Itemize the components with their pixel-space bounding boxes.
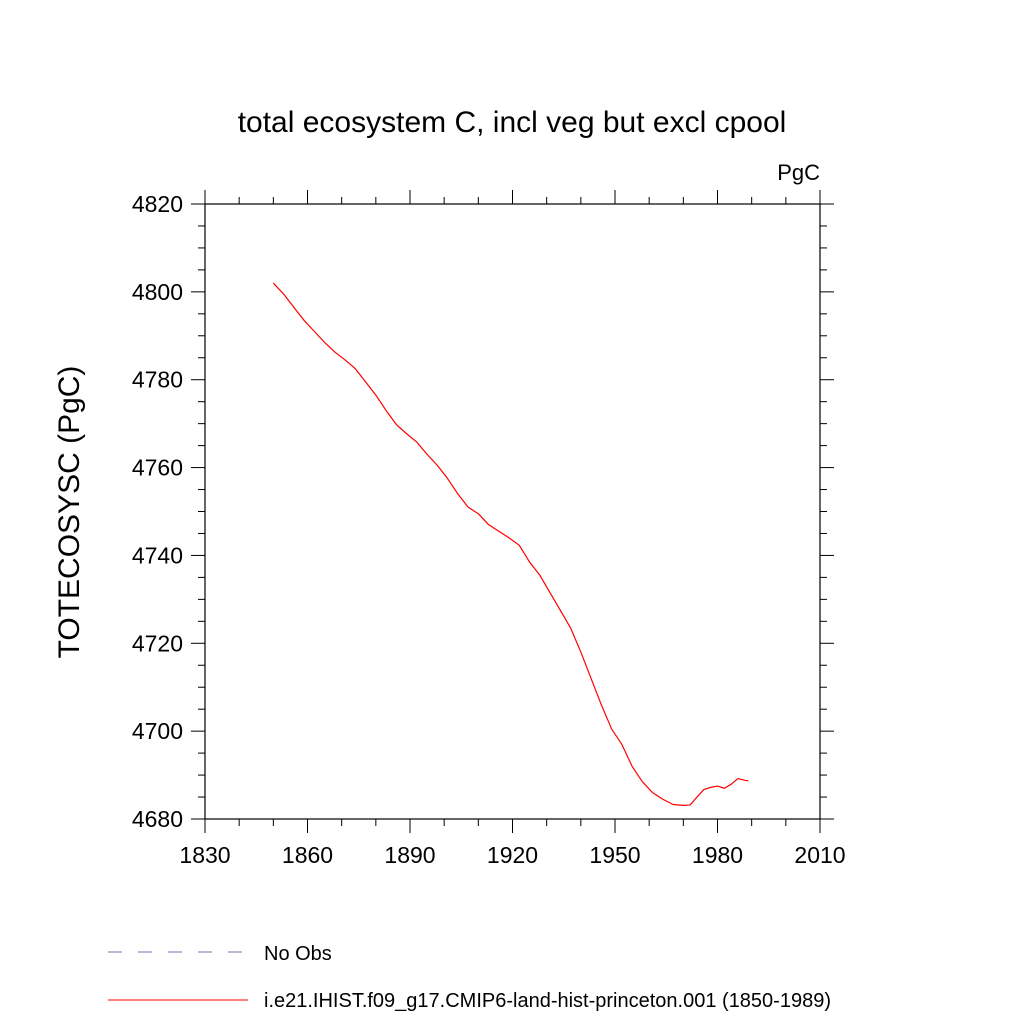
x-tick-label: 1920: [487, 842, 538, 868]
y-tick-label: 4800: [132, 279, 183, 305]
y-tick-label: 4780: [132, 367, 183, 393]
series-layer: [272, 282, 749, 806]
y-axis-label: TOTECOSYSC (PgC): [53, 366, 86, 659]
y-tick-label: 4680: [132, 806, 183, 832]
y-tick-label: 4820: [132, 191, 183, 217]
y-tick-label: 4740: [132, 542, 183, 568]
x-tick-label: 2010: [794, 842, 845, 868]
legend-label-no-obs: No Obs: [264, 943, 332, 965]
legend: No Obs i.e21.IHIST.f09_g17.CMIP6-land-hi…: [108, 943, 831, 1012]
legend-label-simulation: i.e21.IHIST.f09_g17.CMIP6-land-hist-prin…: [264, 990, 831, 1012]
y-tick-label: 4760: [132, 455, 183, 481]
axis-tick-labels: 1830 1860 1890 1920 1950 1980 2010 4680 4700 4720…: [132, 191, 846, 868]
series-line-1: [272, 282, 749, 806]
axis-ticks: [191, 190, 834, 833]
chart-title: total ecosystem C, incl veg but excl cpo…: [238, 106, 787, 139]
y-tick-label: 4700: [132, 718, 183, 744]
x-tick-label: 1950: [589, 842, 640, 868]
y-tick-label: 4720: [132, 630, 183, 656]
x-tick-label: 1980: [692, 842, 743, 868]
x-tick-label: 1860: [282, 842, 333, 868]
x-tick-label: 1830: [179, 842, 230, 868]
x-tick-label: 1890: [384, 842, 435, 868]
units-label: PgC: [777, 160, 820, 185]
plot-frame: [204, 203, 821, 820]
